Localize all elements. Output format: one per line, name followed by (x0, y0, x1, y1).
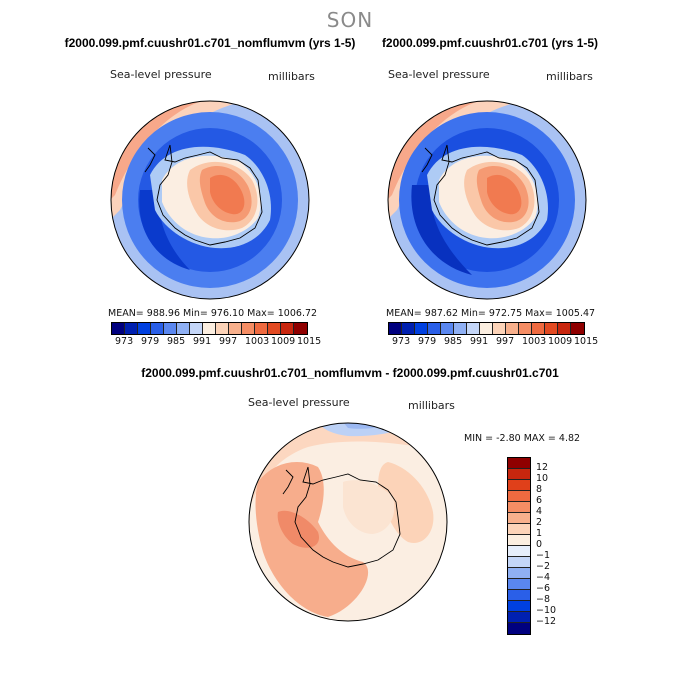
colorbar-tick-label: −6 (536, 583, 551, 594)
colorbar-tick-label: 997 (496, 336, 515, 347)
colorbar-swatch (508, 568, 530, 579)
colorbar-tick-label: 979 (418, 336, 437, 347)
colorbar-swatch (151, 323, 164, 334)
colorbar-tick-label: 1009 (271, 336, 296, 347)
colorbar-tick-label: 12 (536, 462, 549, 473)
colorbar-tick-label: 6 (536, 495, 543, 506)
colorbar-swatch (508, 590, 530, 601)
colorbar-tick-label: −8 (536, 594, 551, 605)
colorbar-swatch (164, 323, 177, 334)
colorbar-swatch (294, 323, 307, 334)
colorbar-tick-label: −1 (536, 550, 551, 561)
diff-units-label: millibars (408, 399, 455, 412)
left-units-label: millibars (268, 70, 315, 83)
colorbar-swatch (506, 323, 519, 334)
right-units-label: millibars (546, 70, 593, 83)
colorbar-tick-label: 1003 (522, 336, 547, 347)
colorbar-swatch (480, 323, 493, 334)
diff-colorbar (507, 457, 531, 635)
colorbar-tick-label: 1015 (574, 336, 599, 347)
left-field-label: Sea-level pressure (110, 68, 212, 81)
right-colorbar-ticks: 973 979 985 991 997 1003 1009 1015 (388, 336, 598, 348)
colorbar-swatch (138, 323, 151, 334)
colorbar-tick-label: −4 (536, 572, 551, 583)
colorbar-swatch (255, 323, 268, 334)
diff-polar-map (248, 422, 448, 622)
colorbar-swatch (493, 323, 506, 334)
colorbar-swatch (508, 458, 530, 469)
colorbar-swatch (402, 323, 415, 334)
colorbar-tick-label: 4 (536, 506, 543, 517)
colorbar-swatch (125, 323, 138, 334)
colorbar-swatch (229, 323, 242, 334)
colorbar-swatch (203, 323, 216, 334)
left-colorbar-ticks: 973 979 985 991 997 1003 1009 1015 (111, 336, 321, 348)
right-stats: MEAN= 987.62 Min= 972.75 Max= 1005.47 (386, 308, 596, 319)
colorbar-swatch (508, 546, 530, 557)
colorbar-tick-label: 1015 (297, 336, 322, 347)
colorbar-tick-label: 8 (536, 484, 543, 495)
season-title: SON (326, 8, 374, 32)
colorbar-swatch (508, 579, 530, 590)
colorbar-swatch (281, 323, 294, 334)
left-polar-map (110, 100, 310, 300)
colorbar-swatch (508, 513, 530, 524)
colorbar-swatch (508, 601, 530, 612)
colorbar-swatch (415, 323, 428, 334)
colorbar-tick-label: −2 (536, 561, 551, 572)
colorbar-swatch (242, 323, 255, 334)
colorbar-swatch (508, 491, 530, 502)
colorbar-swatch (441, 323, 454, 334)
colorbar-tick-label: −10 (536, 605, 557, 616)
colorbar-tick-label: 997 (219, 336, 238, 347)
colorbar-swatch (519, 323, 532, 334)
colorbar-swatch (467, 323, 480, 334)
colorbar-tick-label: 1003 (245, 336, 270, 347)
right-field-label: Sea-level pressure (388, 68, 490, 81)
colorbar-tick-label: −12 (536, 616, 557, 627)
right-panel-title: f2000.099.pmf.cuushr01.c701 (yrs 1-5) (381, 36, 599, 50)
colorbar-tick-label: 973 (392, 336, 411, 347)
colorbar-tick-label: 973 (115, 336, 134, 347)
colorbar-swatch (571, 323, 584, 334)
colorbar-tick-label: 991 (470, 336, 489, 347)
colorbar-tick-label: 10 (536, 473, 549, 484)
colorbar-swatch (508, 524, 530, 535)
colorbar-tick-label: 2 (536, 517, 543, 528)
colorbar-tick-label: 985 (167, 336, 186, 347)
colorbar-swatch (532, 323, 545, 334)
colorbar-swatch (508, 612, 530, 623)
colorbar-tick-label: 0 (536, 539, 543, 550)
left-panel-title: f2000.099.pmf.cuushr01.c701_nomflumvm (y… (64, 36, 356, 50)
colorbar-swatch (508, 480, 530, 491)
colorbar-swatch (190, 323, 203, 334)
right-colorbar (388, 322, 585, 335)
diff-field-label: Sea-level pressure (248, 396, 350, 409)
diff-panel-title: f2000.099.pmf.cuushr01.c701_nomflumvm - … (141, 366, 559, 380)
colorbar-swatch (508, 535, 530, 546)
colorbar-swatch (389, 323, 402, 334)
left-stats: MEAN= 988.96 Min= 976.10 Max= 1006.72 (108, 308, 318, 319)
colorbar-swatch (545, 323, 558, 334)
colorbar-swatch (508, 469, 530, 480)
colorbar-swatch (177, 323, 190, 334)
left-colorbar (111, 322, 308, 335)
colorbar-swatch (428, 323, 441, 334)
colorbar-swatch (112, 323, 125, 334)
colorbar-tick-label: 1 (536, 528, 543, 539)
colorbar-swatch (216, 323, 229, 334)
colorbar-tick-label: 991 (193, 336, 212, 347)
colorbar-swatch (558, 323, 571, 334)
diff-colorbar-ticks: 12 10 8 6 4 2 1 0 −1 −2 −4 −6 −8 −10 −12 (536, 457, 576, 637)
colorbar-swatch (454, 323, 467, 334)
colorbar-swatch (268, 323, 281, 334)
colorbar-swatch (508, 557, 530, 568)
colorbar-tick-label: 1009 (548, 336, 573, 347)
colorbar-tick-label: 985 (444, 336, 463, 347)
colorbar-swatch (508, 623, 530, 634)
colorbar-swatch (508, 502, 530, 513)
right-polar-map (387, 100, 587, 300)
colorbar-tick-label: 979 (141, 336, 160, 347)
diff-minmax: MIN = -2.80 MAX = 4.82 (464, 433, 581, 444)
